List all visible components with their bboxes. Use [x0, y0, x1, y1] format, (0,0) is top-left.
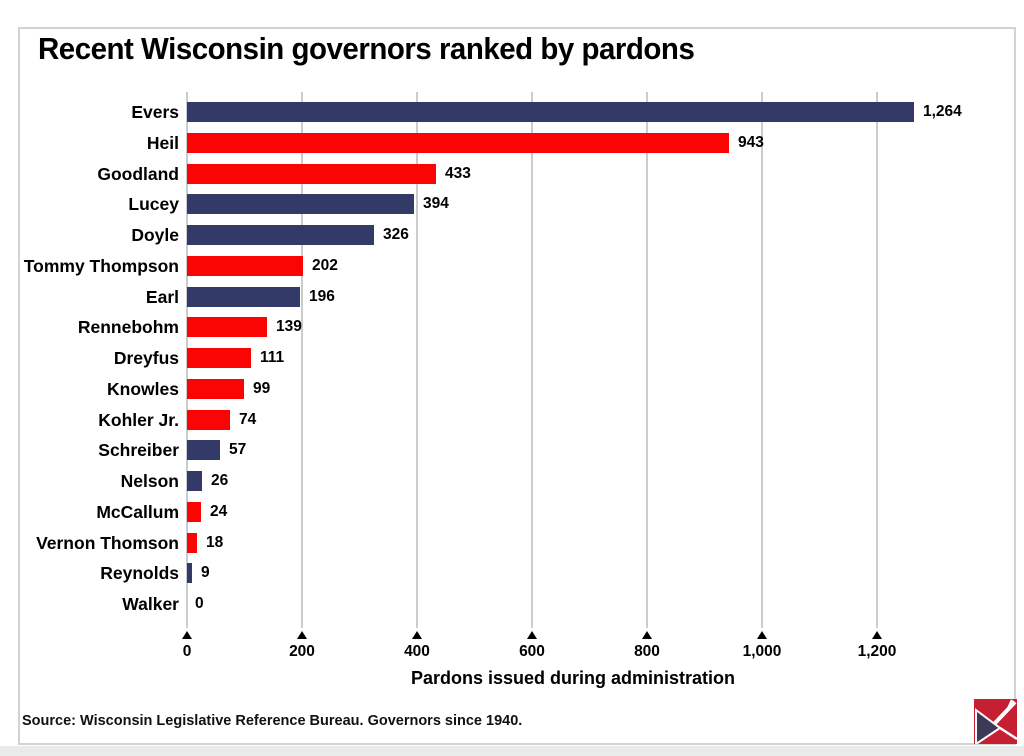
value-label: 1,264 — [923, 103, 962, 120]
chart-title: Recent Wisconsin governors ranked by par… — [38, 31, 695, 66]
category-label: Dreyfus — [113, 348, 179, 368]
category-label: Earl — [145, 286, 179, 307]
gridline — [301, 92, 303, 628]
category-label: McCallum — [96, 501, 179, 522]
value-label: 326 — [383, 226, 409, 243]
x-tick-label: 400 — [404, 643, 430, 660]
category-label: Rennebohm — [77, 317, 179, 338]
value-label: 57 — [229, 441, 247, 459]
value-label: 9 — [201, 564, 210, 582]
value-label: 99 — [253, 379, 271, 397]
x-tick-label: 600 — [519, 643, 545, 660]
category-label: Goodland — [97, 163, 179, 184]
source-note: Source: Wisconsin Legislative Reference … — [22, 713, 523, 729]
bar — [187, 194, 414, 215]
gridline — [761, 92, 763, 628]
x-tick-label: 1,200 — [857, 643, 897, 660]
bar — [187, 317, 267, 338]
category-label: Evers — [131, 102, 179, 122]
bar — [187, 102, 914, 122]
category-label: Walker — [122, 594, 179, 614]
x-tick-label: 0 — [182, 643, 192, 660]
x-tick-label: 200 — [289, 643, 315, 660]
page-bottom-edge — [0, 746, 1024, 756]
category-label: Heil — [146, 132, 179, 153]
tick-triangle-icon — [527, 631, 537, 639]
value-label: 202 — [312, 256, 338, 274]
x-tick-label: 1,000 — [742, 643, 782, 660]
value-label: 18 — [206, 533, 224, 551]
tick-triangle-icon — [182, 631, 192, 639]
tick-triangle-icon — [297, 631, 307, 639]
gridline — [531, 92, 533, 628]
category-label: Schreiber — [98, 440, 179, 461]
bar — [187, 501, 201, 522]
bar — [187, 409, 230, 430]
bar — [187, 132, 729, 153]
category-label: Doyle — [131, 225, 179, 245]
value-label: 433 — [445, 164, 471, 182]
value-label: 394 — [423, 195, 449, 213]
x-axis-title: Pardons issued during administration — [410, 668, 736, 688]
bar — [187, 163, 436, 184]
bar — [187, 532, 197, 553]
category-label: Lucey — [128, 194, 179, 215]
bar — [187, 255, 303, 276]
value-label: 196 — [309, 287, 335, 305]
tick-triangle-icon — [642, 631, 652, 639]
value-label: 26 — [211, 472, 229, 489]
tick-triangle-icon — [412, 631, 422, 639]
category-label: Knowles — [107, 378, 179, 399]
tick-triangle-icon — [757, 631, 767, 639]
tick-triangle-icon — [872, 631, 882, 639]
gridline — [416, 92, 418, 628]
value-label: 24 — [210, 502, 228, 520]
bar — [187, 563, 192, 584]
bar — [187, 348, 251, 368]
x-tick-label: 800 — [634, 643, 660, 660]
value-label: 139 — [276, 318, 302, 336]
value-label: 74 — [239, 410, 257, 428]
bar — [187, 440, 220, 461]
value-label: 943 — [738, 133, 764, 151]
category-label: Nelson — [120, 471, 179, 491]
value-label: 0 — [195, 595, 204, 612]
category-label: Tommy Thompson — [23, 255, 179, 276]
bar — [187, 471, 202, 491]
gridline — [876, 92, 878, 628]
category-label: Vernon Thomson — [36, 532, 179, 553]
publisher-logo-icon — [974, 699, 1017, 744]
category-label: Kohler Jr. — [98, 409, 179, 430]
gridline — [646, 92, 648, 628]
category-label: Reynolds — [100, 563, 179, 584]
value-label: 111 — [260, 349, 285, 366]
bar — [187, 286, 300, 307]
bar — [187, 378, 244, 399]
bar — [187, 225, 374, 245]
